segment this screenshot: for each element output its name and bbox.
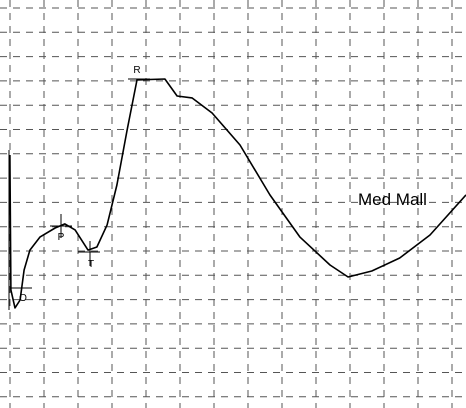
waveform-line (9, 78, 466, 309)
annotation: T (88, 259, 94, 270)
annotation: R (133, 65, 140, 76)
annotation: O (19, 293, 27, 304)
marker-crosses (10, 78, 150, 289)
annotation: P (58, 232, 65, 243)
annotation: Med Mall (358, 190, 427, 209)
